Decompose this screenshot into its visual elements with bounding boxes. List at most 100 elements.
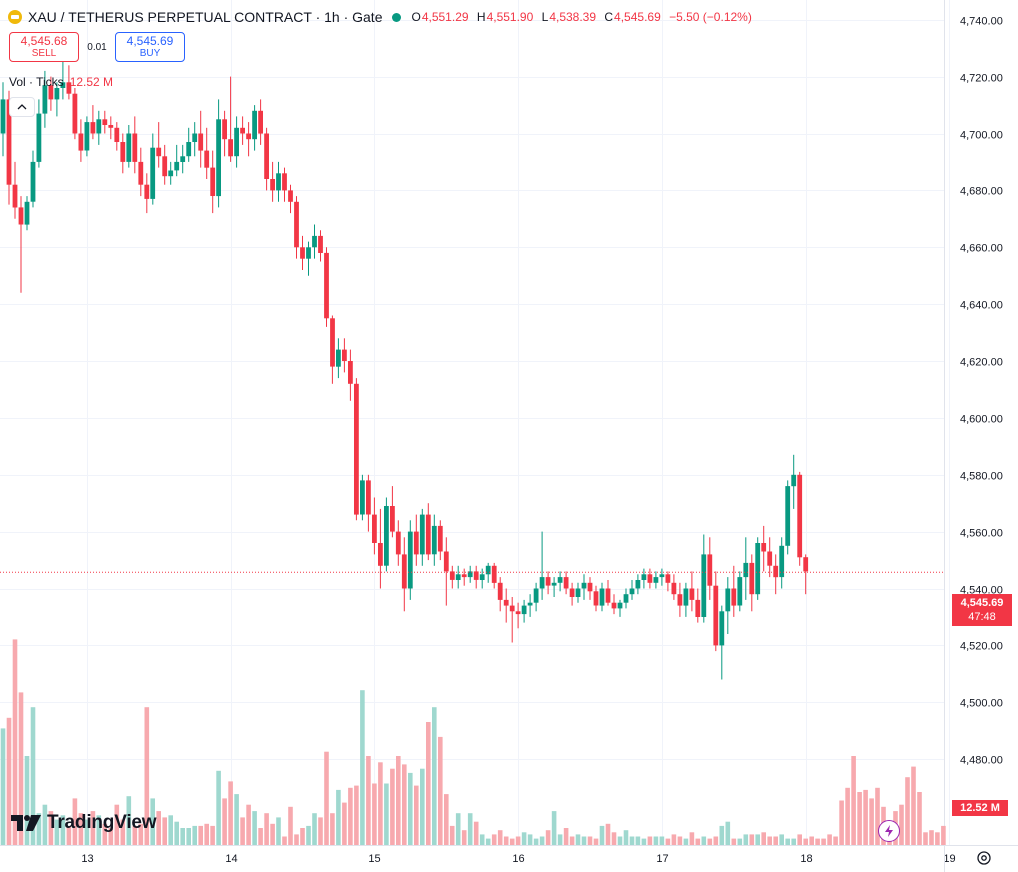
candle-body <box>509 605 515 612</box>
volume-bar <box>408 772 413 845</box>
volume-value: 12.52 M <box>69 75 114 89</box>
volume-bar <box>917 792 922 845</box>
symbol-title-row[interactable]: XAU / TETHERUS PERPETUAL CONTRACT · 1h ·… <box>8 8 757 26</box>
volume-bar <box>432 707 437 845</box>
candle-body <box>120 142 126 162</box>
candle-body <box>72 93 78 134</box>
candle-body <box>431 525 437 555</box>
volume-bar <box>126 796 132 845</box>
spread-value: 0.01 <box>87 41 107 53</box>
candle-body <box>210 167 216 196</box>
candle-body <box>791 474 797 487</box>
volume-bar <box>533 838 539 845</box>
y-tick-label: 4,680.00 <box>960 186 1003 198</box>
volume-bar <box>791 838 796 845</box>
candle-body <box>419 514 425 555</box>
candle-body <box>0 99 6 134</box>
buy-button[interactable]: 4,545.69 BUY <box>115 32 185 62</box>
volume-bar <box>719 825 725 845</box>
lightning-bolt-button[interactable] <box>878 820 900 842</box>
candle-body <box>312 235 317 248</box>
candle-body <box>467 571 473 578</box>
volume-bar <box>330 813 335 845</box>
x-tick-label: 19 <box>943 853 955 865</box>
volume-bar <box>683 838 689 845</box>
candle-body <box>557 577 563 583</box>
volume-bar <box>264 813 269 845</box>
candle-body <box>66 82 72 94</box>
candle-body <box>180 156 186 162</box>
volume-bar <box>168 815 173 845</box>
volume-bar <box>372 783 377 845</box>
volume-bar <box>713 836 719 845</box>
volume-bar <box>485 838 491 845</box>
candle-body <box>60 82 66 88</box>
candle-body <box>270 179 275 191</box>
chart-legend: XAU / TETHERUS PERPETUAL CONTRACT · 1h ·… <box>0 0 940 117</box>
volume-bar <box>150 798 155 845</box>
volume-bar <box>90 811 96 845</box>
volume-bar <box>797 834 802 845</box>
volume-bar <box>204 823 209 845</box>
y-tick-label: 4,600.00 <box>960 414 1003 426</box>
volume-bar <box>42 804 48 845</box>
candle-body <box>144 184 150 199</box>
candle-body <box>533 588 539 603</box>
volume-bar <box>701 836 707 845</box>
candle-body <box>641 574 647 580</box>
candle-body <box>707 554 713 586</box>
sell-button[interactable]: 4,545.68 SELL <box>9 32 79 62</box>
volume-bar <box>623 830 629 845</box>
volume-bar <box>449 825 455 845</box>
volume-bar <box>497 830 503 845</box>
volume-bar <box>420 768 425 845</box>
volume-bar <box>455 813 461 845</box>
volume-bar <box>180 828 185 845</box>
candle-body <box>473 571 479 580</box>
volume-bar <box>551 811 557 845</box>
candle-body <box>719 611 725 646</box>
volume-bar <box>318 817 323 845</box>
volume-bar <box>851 756 856 845</box>
market-status-icon[interactable] <box>392 12 402 22</box>
volume-bar <box>665 838 671 845</box>
volume-bar <box>647 836 653 845</box>
volume-bar <box>875 787 880 845</box>
y-tick-label: 4,500.00 <box>960 698 1003 710</box>
volume-bar <box>899 804 904 845</box>
volume-bar <box>479 834 485 845</box>
symbol-title[interactable]: XAU / TETHERUS PERPETUAL CONTRACT · 1h ·… <box>28 9 383 25</box>
high-label: H <box>476 10 486 24</box>
candle-body <box>767 551 773 566</box>
candle-body <box>90 122 96 134</box>
candle-body <box>407 531 413 589</box>
volume-bar <box>384 783 389 845</box>
candle-body <box>114 127 120 142</box>
volume-bar <box>503 836 509 845</box>
collapse-legend-button[interactable] <box>9 97 35 117</box>
candle-body <box>216 119 221 197</box>
candle-body <box>563 577 569 589</box>
volume-bar <box>414 785 419 845</box>
candle-body <box>366 480 371 515</box>
volume-legend[interactable]: Vol · Ticks 12.52 M <box>9 75 113 89</box>
candle-body <box>252 110 257 140</box>
volume-bar <box>216 770 221 845</box>
volume-bar <box>767 836 772 845</box>
gear-icon[interactable] <box>975 849 993 867</box>
candle-body <box>551 582 557 586</box>
tradingview-logo[interactable]: TradingView <box>11 812 157 834</box>
volume-bar <box>60 815 66 845</box>
volume-bar <box>378 762 383 845</box>
candle-body <box>372 514 377 543</box>
volume-bar <box>306 825 311 845</box>
volume-bar <box>815 838 820 845</box>
volume-bar <box>905 777 910 845</box>
y-tick-label: 4,720.00 <box>960 73 1003 85</box>
volume-bar <box>839 800 844 845</box>
volume-bar <box>689 832 695 845</box>
candle-body <box>78 133 84 151</box>
candle-body <box>336 349 341 367</box>
volume-bar <box>563 828 569 845</box>
